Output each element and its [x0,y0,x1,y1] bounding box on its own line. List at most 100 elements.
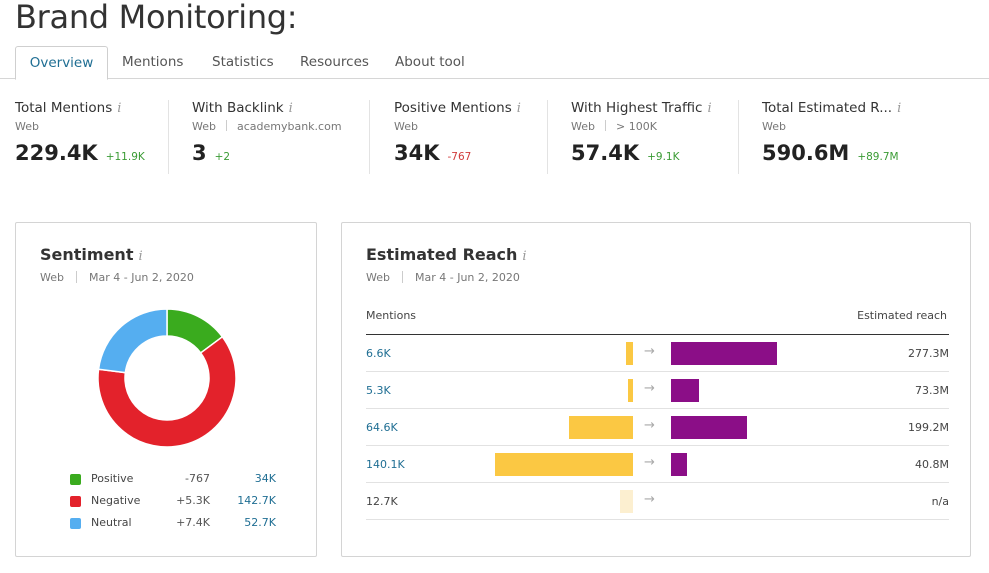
divider [604,120,606,131]
legend-value[interactable]: 34K [254,472,276,485]
metric-title: With Backlink [192,100,284,116]
reach-bar [671,416,748,439]
info-icon[interactable]: i [516,101,521,116]
metric-source: Web [571,120,595,133]
legend-delta: +7.4K [176,516,210,529]
mention-count-link[interactable]: 6.6K [366,347,391,360]
metric-source: Web [394,120,418,133]
arrow-right-icon: → [644,381,655,396]
legend-value[interactable]: 52.7K [244,516,276,529]
info-icon[interactable]: i [522,249,527,264]
table-row: 140.1K → 40.8M [366,446,949,483]
metric-delta: -767 [447,151,472,163]
metric-filter: > 100K [615,120,657,133]
info-icon[interactable]: i [707,101,712,116]
legend-label: Neutral [91,516,132,529]
reach-value: 40.8M [915,458,949,471]
mention-count: 12.7K [366,495,398,508]
legend-value[interactable]: 142.7K [237,494,276,507]
sentiment-date-range: Mar 4 - Jun 2, 2020 [88,271,194,284]
tab-mentions[interactable]: Mentions [122,54,184,70]
reach-source: Web [366,271,390,284]
reach-value: 73.3M [915,384,949,397]
donut-slice-neutral[interactable] [97,308,168,374]
metric-value: 590.6M [762,141,850,165]
info-icon[interactable]: i [138,249,143,264]
mentions-bar [495,453,633,476]
sentiment-donut-chart [97,308,237,448]
info-icon[interactable]: i [288,101,293,116]
sentiment-source: Web [40,271,64,284]
legend-swatch-positive [70,474,81,485]
legend-label: Positive [91,472,134,485]
divider [75,271,77,283]
page-title: Brand Monitoring: [15,0,298,36]
metric-title: Total Mentions [15,100,113,116]
metric-title: Total Estimated R... [762,100,893,116]
metric-title: With Highest Traffic [571,100,703,116]
metric-delta: +89.7M [857,151,899,163]
mention-count-link[interactable]: 5.3K [366,384,391,397]
reach-bar [671,342,777,365]
divider [225,120,227,131]
column-header-estimated-reach: Estimated reach [857,309,947,322]
metric-title: Positive Mentions [394,100,512,116]
metric-value: 34K [394,141,440,165]
mention-count-link[interactable]: 64.6K [366,421,398,434]
divider [547,100,548,174]
metric-source: Web [762,120,786,133]
reach-bar [671,379,700,402]
mentions-bar [626,342,633,365]
reach-value: 199.2M [908,421,949,434]
metric-with-backlink: With Backlink i Web academybank.com 3 +2 [192,100,342,180]
tab-resources[interactable]: Resources [300,54,369,70]
legend-swatch-negative [70,496,81,507]
reach-title: Estimated Reach [366,245,518,264]
legend-delta: -767 [185,472,210,485]
divider [168,100,169,174]
reach-date-range: Mar 4 - Jun 2, 2020 [414,271,520,284]
metric-value: 3 [192,141,207,165]
tab-overview[interactable]: Overview [15,46,108,80]
legend-delta: +5.3K [176,494,210,507]
info-icon[interactable]: i [897,101,902,116]
metric-delta: +9.1K [647,151,680,163]
metric-value: 229.4K [15,141,98,165]
metric-source: Web [15,120,39,133]
mentions-bar [569,416,633,439]
divider [401,271,403,283]
legend-item-neutral[interactable]: Neutral +7.4K 52.7K [70,515,290,533]
legend-label: Negative [91,494,141,507]
tab-statistics[interactable]: Statistics [212,54,274,70]
divider [369,100,370,174]
legend-item-positive[interactable]: Positive -767 34K [70,471,290,489]
info-icon[interactable]: i [117,101,122,116]
legend-item-negative[interactable]: Negative +5.3K 142.7K [70,493,290,511]
column-header-mentions: Mentions [366,309,417,322]
donut-slice-negative[interactable] [97,335,237,448]
divider [738,100,739,174]
arrow-right-icon: → [644,418,655,433]
estimated-reach-card: Estimated Reach i Web Mar 4 - Jun 2, 2020 … [341,222,971,557]
mention-count-link[interactable]: 140.1K [366,458,405,471]
arrow-right-icon: → [644,344,655,359]
metric-total-estimated-reach: Total Estimated R... i Web 590.6M +89.7M [762,100,901,180]
table-row: 6.6K → 277.3M [366,335,949,372]
table-row: 12.7K → n/a [366,483,949,520]
metric-delta: +2 [214,151,231,163]
sentiment-title: Sentiment [40,245,134,264]
legend-swatch-neutral [70,518,81,529]
reach-value: 277.3M [908,347,949,360]
metric-delta: +11.9K [105,151,145,163]
metric-value: 57.4K [571,141,640,165]
metric-total-mentions: Total Mentions i Web 229.4K +11.9K [15,100,145,180]
reach-bar [671,453,687,476]
reach-value: n/a [931,495,949,508]
mentions-bar [627,379,633,402]
metric-positive-mentions: Positive Mentions i Web 34K -767 [394,100,521,180]
arrow-right-icon: → [644,455,655,470]
arrow-right-icon: → [644,492,655,507]
metric-highest-traffic: With Highest Traffic i Web > 100K 57.4K +9.… [571,100,712,180]
table-row: 64.6K → 199.2M [366,409,949,446]
tab-about-tool[interactable]: About tool [395,54,465,70]
